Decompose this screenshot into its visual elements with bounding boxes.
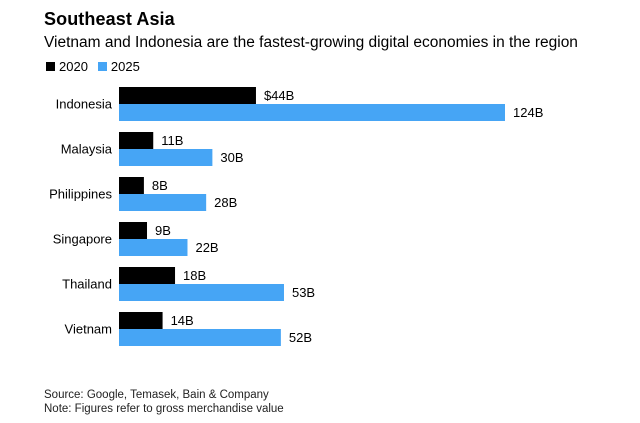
bar-thailand-2020 <box>119 267 176 284</box>
category-label-vietnam: Vietnam <box>65 322 112 337</box>
category-label-philippines: Philippines <box>49 187 112 202</box>
data-label-singapore-2025: 22B <box>195 240 218 255</box>
chart-subtitle: Vietnam and Indonesia are the fastest-gr… <box>44 34 578 51</box>
data-label-malaysia-2025: 30B <box>220 150 243 165</box>
source-note: Source: Google, Temasek, Bain & Company <box>44 389 269 401</box>
bar-thailand-2025 <box>119 284 284 301</box>
legend-label-2020: 2020 <box>59 59 88 74</box>
data-label-thailand-2020: 18B <box>183 268 206 283</box>
data-label-thailand-2025: 53B <box>292 285 315 300</box>
data-label-philippines-2025: 28B <box>214 195 237 210</box>
legend-item-2025: 2025 <box>97 59 140 74</box>
chart-legend: 2020 2025 <box>46 59 150 74</box>
category-label-singapore: Singapore <box>53 232 112 247</box>
bar-indonesia-2025 <box>119 104 505 121</box>
category-label-indonesia: Indonesia <box>56 97 113 112</box>
legend-item-2020: 2020 <box>46 59 88 74</box>
chart-title: Southeast Asia <box>44 9 175 29</box>
bar-philippines-2025 <box>119 194 207 211</box>
data-label-vietnam-2025: 52B <box>289 330 312 345</box>
bar-singapore-2025 <box>119 239 188 256</box>
bar-indonesia-2020 <box>119 87 256 104</box>
legend-swatch-2020 <box>46 62 55 71</box>
bar-singapore-2020 <box>119 222 148 239</box>
figure-note: Note: Figures refer to gross merchandise… <box>44 403 284 415</box>
legend-swatch-2025 <box>97 62 107 71</box>
bar-malaysia-2025 <box>119 149 213 166</box>
bar-vietnam-2020 <box>119 312 163 329</box>
data-label-indonesia-2020: $44B <box>264 88 294 103</box>
category-label-malaysia: Malaysia <box>61 142 113 157</box>
bar-malaysia-2020 <box>119 132 154 149</box>
data-label-indonesia-2025: 124B <box>513 105 543 120</box>
data-label-singapore-2020: 9B <box>155 223 171 238</box>
category-label-thailand: Thailand <box>62 277 112 292</box>
legend-label-2025: 2025 <box>110 59 140 74</box>
bar-vietnam-2025 <box>119 329 281 346</box>
data-label-malaysia-2020: 11B <box>161 133 183 148</box>
bar-philippines-2020 <box>119 177 144 194</box>
data-label-vietnam-2020: 14B <box>171 313 194 328</box>
data-label-philippines-2020: 8B <box>152 178 168 193</box>
